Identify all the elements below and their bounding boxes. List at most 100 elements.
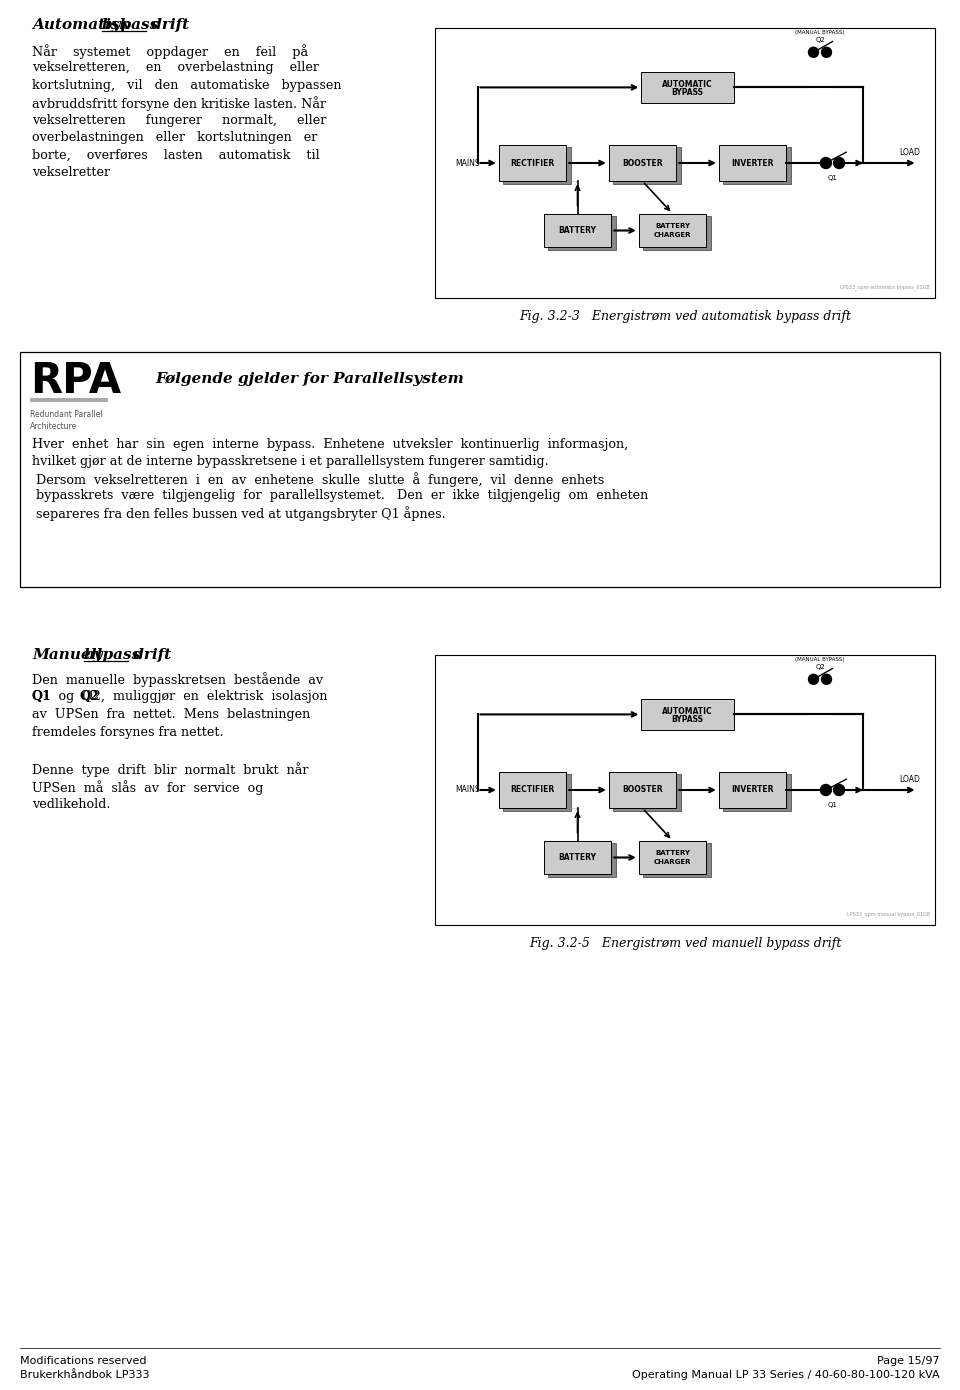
Text: INVERTER: INVERTER [732, 785, 774, 795]
Text: Modifications reserved: Modifications reserved [20, 1357, 147, 1366]
Bar [638, 841, 707, 874]
Text: Brukerkhåndbok LP333: Brukerkhåndbok LP333 [20, 1371, 150, 1380]
Circle shape [821, 157, 831, 168]
Text: BATTERY: BATTERY [559, 853, 596, 862]
Text: MAINS: MAINS [455, 158, 480, 168]
Text: Q1  og  Q2,  muliggjør  en  elektrisk  isolasjon: Q1 og Q2, muliggjør en elektrisk isolasj… [32, 689, 327, 703]
Bar [30, 398, 108, 402]
Text: RPA: RPA [30, 360, 121, 402]
Text: BOOSTER: BOOSTER [622, 785, 662, 795]
Text: Hver  enhet  har  sin  egen  interne  bypass.  Enhetene  utveksler  kontinuerlig: Hver enhet har sin egen interne bypass. … [32, 438, 628, 450]
Bar [548, 215, 616, 250]
Bar [503, 774, 571, 810]
Text: Når    systemet    oppdager    en    feil    på: Når systemet oppdager en feil på [32, 44, 308, 58]
Text: CHARGER: CHARGER [654, 232, 691, 238]
Text: LPS33_opm-automatic bypass_01GB: LPS33_opm-automatic bypass_01GB [840, 284, 930, 291]
Circle shape [833, 157, 845, 168]
Text: bypasskrets  være  tilgjengelig  for  parallellsystemet.   Den  er  ikke  tilgje: bypasskrets være tilgjengelig for parall… [32, 489, 648, 502]
Text: LOAD: LOAD [900, 774, 920, 784]
Text: Q2: Q2 [815, 664, 825, 670]
Circle shape [808, 47, 819, 57]
Text: hvilket gjør at de interne bypasskretsene i et parallellsystem fungerer samtidig: hvilket gjør at de interne bypasskretsen… [32, 455, 549, 468]
Text: BYPASS: BYPASS [671, 88, 704, 96]
Bar [503, 147, 571, 183]
Text: Fig. 3.2-3   Energistrøm ved automatisk bypass drift: Fig. 3.2-3 Energistrøm ved automatisk by… [519, 310, 851, 322]
Circle shape [821, 784, 831, 795]
Text: borte,    overføres    lasten    automatisk    til: borte, overføres lasten automatisk til [32, 149, 320, 163]
Bar [719, 145, 786, 181]
Text: (MANUAL BYPASS): (MANUAL BYPASS) [795, 29, 845, 35]
Circle shape [822, 47, 831, 57]
Text: vekselretteren,    en    overbelastning    eller: vekselretteren, en overbelastning eller [32, 61, 319, 75]
Circle shape [833, 784, 845, 795]
Text: Q2: Q2 [80, 689, 100, 703]
Text: vekselretteren     fungerer     normalt,     eller: vekselretteren fungerer normalt, eller [32, 114, 326, 126]
Text: BYPASS: BYPASS [671, 714, 704, 724]
Bar [543, 841, 612, 874]
Bar [724, 147, 791, 183]
Bar [641, 699, 733, 730]
Bar [719, 771, 786, 808]
Circle shape [808, 674, 819, 684]
Bar [435, 655, 935, 924]
Text: kortslutning,   vil   den   automatiske   bypassen: kortslutning, vil den automatiske bypass… [32, 79, 342, 92]
Bar [643, 842, 711, 877]
Text: AUTOMATIC: AUTOMATIC [662, 79, 713, 89]
Text: separeres fra den felles bussen ved at utgangsbryter Q1 åpnes.: separeres fra den felles bussen ved at u… [32, 506, 445, 521]
Text: AUTOMATIC: AUTOMATIC [662, 706, 713, 716]
Text: BOOSTER: BOOSTER [622, 158, 662, 168]
Text: MAINS: MAINS [455, 785, 480, 795]
Bar [499, 145, 566, 181]
Bar [543, 214, 612, 247]
Bar [548, 842, 616, 877]
Bar [643, 215, 711, 250]
Bar [499, 771, 566, 808]
Bar [609, 145, 676, 181]
Text: Operating Manual LP 33 Series / 40-60-80-100-120 kVA: Operating Manual LP 33 Series / 40-60-80… [633, 1371, 940, 1380]
Text: Dersom  vekselretteren  i  en  av  enhetene  skulle  slutte  å  fungere,  vil  d: Dersom vekselretteren i en av enhetene s… [32, 473, 604, 486]
Text: BATTERY: BATTERY [655, 224, 690, 229]
Text: Denne  type  drift  blir  normalt  brukt  når: Denne type drift blir normalt brukt når [32, 762, 308, 777]
Text: Manuell: Manuell [32, 648, 108, 662]
Text: bypass: bypass [102, 18, 159, 32]
Text: bypass: bypass [84, 648, 141, 662]
Text: Page 15/97: Page 15/97 [877, 1357, 940, 1366]
Bar [435, 28, 935, 297]
Text: drift: drift [146, 18, 189, 32]
Text: drift: drift [128, 648, 171, 662]
Bar [638, 214, 707, 247]
Text: Q1: Q1 [32, 689, 52, 703]
Bar [613, 147, 681, 183]
Text: vedlikehold.: vedlikehold. [32, 798, 110, 810]
Text: vekselretter: vekselretter [32, 167, 110, 179]
Text: Fig. 3.2-5   Energistrøm ved manuell bypass drift: Fig. 3.2-5 Energistrøm ved manuell bypas… [529, 937, 841, 949]
Text: BATTERY: BATTERY [559, 227, 596, 235]
Text: Architecture: Architecture [30, 423, 77, 431]
Text: INVERTER: INVERTER [732, 158, 774, 168]
Text: Q1: Q1 [828, 802, 837, 808]
Text: Den  manuelle  bypasskretsen  bestående  av: Den manuelle bypasskretsen bestående av [32, 671, 324, 687]
Text: BATTERY: BATTERY [655, 851, 690, 856]
Text: Følgende gjelder for Parallellsystem: Følgende gjelder for Parallellsystem [155, 373, 464, 386]
Text: Redundant Parallel: Redundant Parallel [30, 410, 103, 418]
Bar [613, 774, 681, 810]
Text: RECTIFIER: RECTIFIER [511, 158, 555, 168]
Text: UPSen  må  slås  av  for  service  og: UPSen må slås av for service og [32, 780, 263, 795]
Text: Q1: Q1 [828, 175, 837, 181]
Text: av  UPSen  fra  nettet.  Mens  belastningen: av UPSen fra nettet. Mens belastningen [32, 708, 310, 721]
Circle shape [822, 674, 831, 684]
Text: avbruddsfritt forsyne den kritiske lasten. Når: avbruddsfritt forsyne den kritiske laste… [32, 96, 326, 111]
Text: (MANUAL BYPASS): (MANUAL BYPASS) [795, 656, 845, 662]
Text: RECTIFIER: RECTIFIER [511, 785, 555, 795]
Bar [609, 771, 676, 808]
Text: CHARGER: CHARGER [654, 859, 691, 865]
Text: LOAD: LOAD [900, 147, 920, 157]
Bar [20, 352, 940, 587]
Text: overbelastningen   eller   kortslutningen   er: overbelastningen eller kortslutningen er [32, 132, 318, 145]
Text: LPS33_opm-manual bypass_01GB: LPS33_opm-manual bypass_01GB [847, 912, 930, 917]
Text: Automatisk: Automatisk [32, 18, 135, 32]
Bar [641, 72, 733, 103]
Text: fremdeles forsynes fra nettet.: fremdeles forsynes fra nettet. [32, 726, 224, 739]
Bar [724, 774, 791, 810]
Text: Q2: Q2 [815, 38, 825, 43]
